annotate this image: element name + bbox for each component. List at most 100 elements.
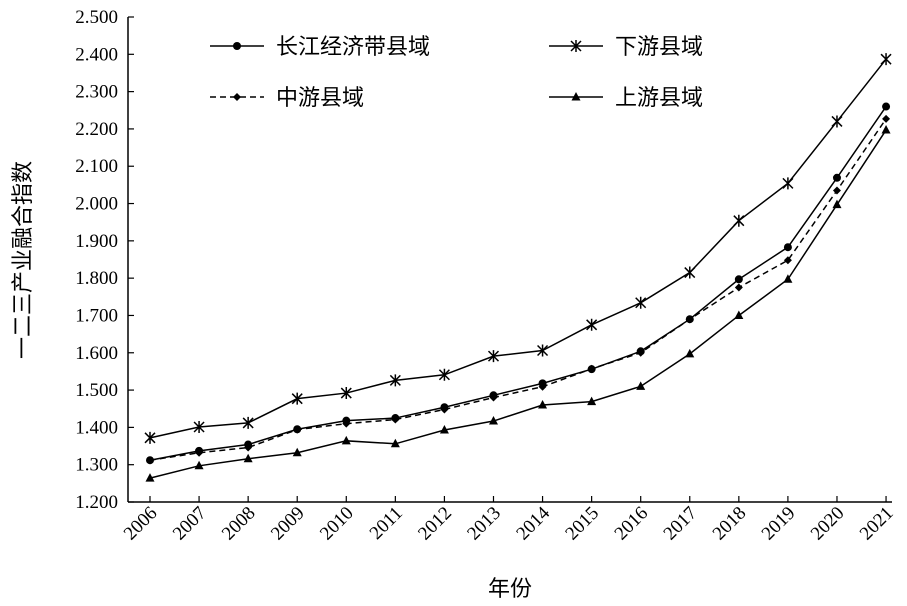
x-axis-label: 年份 [488, 577, 532, 602]
data-point [685, 315, 694, 324]
x-tick-label: 2019 [758, 503, 800, 545]
x-tick-label: 2016 [611, 503, 653, 545]
series-line [149, 129, 887, 479]
y-tick-label: 1.900 [75, 231, 118, 252]
y-tick-label: 2.100 [75, 156, 118, 177]
y-tick-label: 2.300 [75, 82, 118, 103]
y-tick-label: 1.800 [75, 268, 118, 289]
y-tick-label: 1.600 [75, 343, 118, 364]
legend-label: 上游县域 [615, 86, 703, 111]
data-point [783, 274, 793, 283]
data-point [391, 415, 400, 424]
data-point [586, 318, 598, 331]
data-point [489, 393, 498, 402]
data-point [734, 283, 743, 292]
data-point [440, 405, 449, 414]
legend-label: 长江经济带县域 [276, 35, 430, 60]
data-point [439, 424, 449, 434]
data-point [636, 348, 645, 357]
data-point [782, 177, 794, 190]
y-tick-label: 1.400 [75, 417, 118, 438]
data-point [880, 53, 892, 66]
y-tick-label: 1.500 [75, 380, 118, 401]
legend-entry: 上游县域 [549, 86, 703, 111]
data-point [832, 173, 841, 182]
data-point [832, 199, 842, 209]
legend-entry: 下游县域 [549, 35, 703, 60]
data-point [194, 460, 204, 470]
x-tick-label: 2012 [414, 503, 456, 545]
data-point [487, 350, 500, 363]
legend-label: 下游县域 [615, 35, 703, 60]
data-point [488, 416, 498, 425]
axes [127, 17, 892, 503]
data-point [243, 453, 253, 463]
data-point [538, 400, 548, 409]
y-tick-label: 2.000 [75, 194, 118, 215]
data-point [342, 419, 351, 428]
data-point [144, 431, 156, 444]
series-1 [144, 53, 892, 444]
data-point [390, 438, 400, 448]
data-point [832, 186, 841, 195]
data-point [537, 344, 549, 357]
series-2 [146, 114, 891, 465]
x-ticks: 2006 2007 2008 2009 2010 2011 2012 2013 2014 2015… [120, 496, 898, 544]
data-point [587, 364, 596, 373]
legend-label: 中游县域 [276, 86, 364, 111]
x-tick-label: 2017 [660, 503, 702, 545]
series-line [149, 58, 887, 439]
data-point [244, 443, 253, 452]
y-tick-label: 1.700 [75, 305, 118, 326]
data-point [734, 275, 743, 284]
x-tick-label: 2018 [709, 503, 751, 545]
x-tick-label: 2011 [366, 503, 407, 544]
legend-marker [570, 40, 582, 52]
data-point [340, 387, 352, 400]
legend-entry: 长江经济带县域 [210, 35, 430, 60]
y-ticks: 1.200 1.300 1.400 1.500 1.600 1.700 1.800 1.900… [75, 7, 134, 513]
series-3 [145, 125, 891, 482]
x-tick-label: 2010 [316, 503, 358, 545]
data-point [292, 447, 302, 457]
data-point [341, 435, 351, 445]
data-point [635, 296, 647, 309]
y-tick-label: 1.200 [75, 492, 118, 513]
series-0 [146, 102, 891, 465]
data-point [881, 125, 891, 134]
y-tick-label: 2.200 [75, 119, 118, 140]
y-tick-label: 2.400 [75, 44, 118, 65]
data-point [882, 114, 891, 123]
data-point [734, 310, 744, 319]
series-line [149, 118, 887, 461]
x-tick-label: 2009 [267, 503, 309, 545]
x-tick-label: 2007 [169, 503, 211, 545]
data-point [146, 456, 154, 465]
data-point [195, 448, 204, 457]
data-point [684, 266, 696, 279]
x-tick-label: 2015 [561, 503, 603, 545]
series-group [144, 53, 892, 482]
data-point [293, 425, 302, 434]
data-point [882, 102, 891, 111]
data-point [291, 392, 303, 405]
data-point [538, 382, 547, 391]
x-tick-label: 2013 [463, 503, 505, 545]
data-point [636, 381, 646, 390]
data-point [389, 374, 401, 387]
data-point [733, 214, 745, 227]
y-tick-label: 1.300 [75, 455, 118, 476]
legend-marker [233, 93, 241, 101]
data-point [587, 396, 597, 406]
data-point [783, 243, 792, 252]
legend-entry: 中游县域 [210, 86, 364, 111]
y-axis-label: 一二三产业融合指数 [11, 161, 36, 359]
legend-marker [571, 92, 581, 101]
x-tick-label: 2006 [120, 503, 162, 545]
data-point [242, 416, 254, 429]
legend-marker [233, 42, 241, 50]
x-tick-label: 2008 [218, 503, 260, 545]
data-point [193, 421, 205, 434]
